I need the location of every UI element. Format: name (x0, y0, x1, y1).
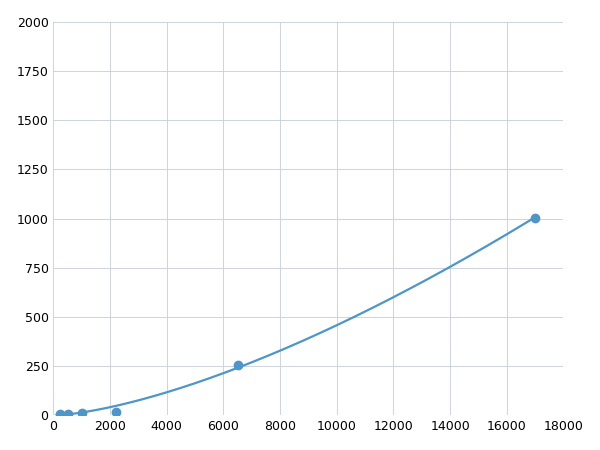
Point (77, 410, 86, 417)
Point (111, 408, 121, 415)
Point (56, 411, 65, 418)
Point (530, 214, 540, 221)
Point (233, 362, 242, 369)
Point (63, 410, 73, 418)
